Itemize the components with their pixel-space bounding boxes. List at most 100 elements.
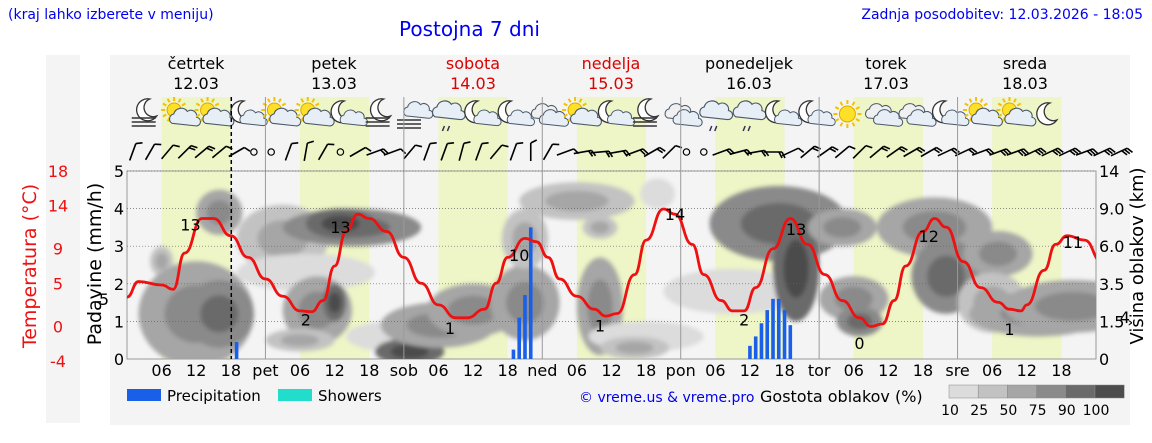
hour-tick-label: 12 [878, 361, 898, 380]
wind-barb [383, 148, 407, 156]
wind-barb-feather [985, 149, 992, 156]
cloud-height-ticks: 14 9.0 6.0 3.5 1.5 0 [1099, 162, 1124, 369]
wind-barb-feather [848, 145, 856, 150]
sun-ray [262, 113, 268, 118]
precip-bar [771, 298, 775, 359]
wind-barb-feather [1005, 148, 1012, 155]
wind-barb-feather [327, 143, 335, 146]
moon-icon [1036, 102, 1059, 126]
wind-barb-shaft [556, 148, 575, 156]
moon-icon [637, 98, 660, 122]
cloud-icon [302, 107, 335, 127]
wind-barb-feather [1103, 150, 1111, 156]
sun-ray [277, 98, 282, 103]
wind-barb-feather [608, 150, 614, 158]
temperature-extreme-label: 1 [1004, 320, 1014, 339]
wind-barb [458, 141, 471, 161]
wind-barb [852, 144, 873, 159]
wind-barb-feather [429, 141, 437, 145]
wind-barb-feather [172, 144, 180, 148]
hour-tick-label: 06 [290, 361, 310, 380]
wind-barb [1058, 147, 1082, 157]
wind-barb [509, 141, 524, 161]
wind-barb-feather [883, 145, 891, 150]
day-name: četrtek [168, 54, 226, 73]
wind-barb [971, 148, 995, 156]
weather-icon-cloud [530, 103, 570, 127]
wind-barb-feather [797, 147, 805, 153]
wind-barb-feather [463, 141, 471, 145]
day-name: nedelja [582, 54, 641, 73]
precip-bar [511, 349, 516, 359]
sun-ray [964, 113, 969, 118]
wind-barb-feather [587, 150, 594, 157]
wind-barb-feather [1054, 148, 1062, 155]
wind-barb-feather [530, 139, 538, 144]
wind-barb-shaft [800, 145, 816, 159]
wind-barb-feather [933, 148, 940, 154]
cloud-icon [807, 109, 836, 127]
wind-barb [682, 148, 691, 156]
wind-barb-shaft [284, 143, 293, 161]
cloud-icon [941, 109, 970, 127]
wind-barb-shaft [160, 144, 174, 160]
wind-barb-shaft [303, 142, 309, 162]
weather-icon-sun-cloud [562, 97, 602, 127]
wind-barb-feather [1074, 147, 1082, 153]
cloud-area [834, 286, 873, 312]
wind-barb [128, 141, 143, 161]
wind-barb [336, 148, 345, 156]
wind-barb [440, 141, 455, 161]
sun-ray [997, 113, 1003, 118]
sun-ray [839, 101, 844, 106]
wind-barb-shaft [729, 148, 748, 156]
wind-barb [160, 144, 180, 160]
wind-barb-feather [382, 148, 389, 155]
temperature-line [127, 207, 1096, 328]
weather-icon-sun [833, 100, 862, 128]
wind-barb [317, 143, 335, 161]
wind-barb-feather [743, 149, 750, 156]
wind-barb [699, 148, 708, 156]
temperature-extreme-label: 14 [665, 205, 685, 224]
hour-tick-label: 06 [705, 361, 725, 380]
cloud-icon [239, 109, 268, 127]
temperature-extreme-label: 13 [786, 220, 806, 239]
wind-barb-shaft [509, 143, 518, 161]
wind-barb-shaft [834, 145, 850, 159]
wind-barb-feather [1092, 148, 1099, 155]
wind-barb [403, 144, 423, 160]
wind-barb [144, 143, 162, 161]
sun-ray [281, 102, 287, 107]
wind-barb-feather [1037, 148, 1044, 155]
wind-barb-feather [760, 150, 767, 157]
wind-barb-shaft [211, 145, 227, 159]
precipitation-legend-swatch [127, 389, 161, 401]
wind-barb-feather [1040, 147, 1047, 153]
wind-barb [349, 146, 372, 158]
calm-wind-circle [336, 148, 345, 156]
wind-barb-feather [605, 151, 611, 158]
calm-wind-circle [267, 148, 275, 156]
wind-barb [529, 139, 538, 161]
wind-barb-feather [1124, 148, 1131, 155]
weather-icon-moon [1036, 102, 1059, 126]
density-swatch [1007, 384, 1037, 399]
temperature-tick-label: -4 [50, 352, 66, 371]
cloud-icon [169, 107, 202, 127]
wind-barb-shaft [383, 148, 402, 156]
cloud-area [927, 255, 966, 297]
sun-ray [578, 98, 583, 103]
temperature-extreme-label: 2 [301, 311, 311, 330]
wind-barb-feather [811, 147, 819, 152]
temperature-extreme-label: 13 [330, 218, 350, 237]
wind-barb-feather [1106, 148, 1113, 155]
wind-barb-shaft [542, 143, 554, 161]
sun-ray [300, 98, 305, 103]
menu-hint-link[interactable]: (kraj lahko izberete v meniju) [8, 7, 214, 23]
wind-barb [303, 140, 315, 162]
sun-ray [563, 102, 568, 107]
hour-tick-label: 06 [567, 361, 587, 380]
credits-link[interactable]: © vreme.us & vreme.pro [579, 390, 754, 406]
sun-ray [1016, 102, 1022, 107]
